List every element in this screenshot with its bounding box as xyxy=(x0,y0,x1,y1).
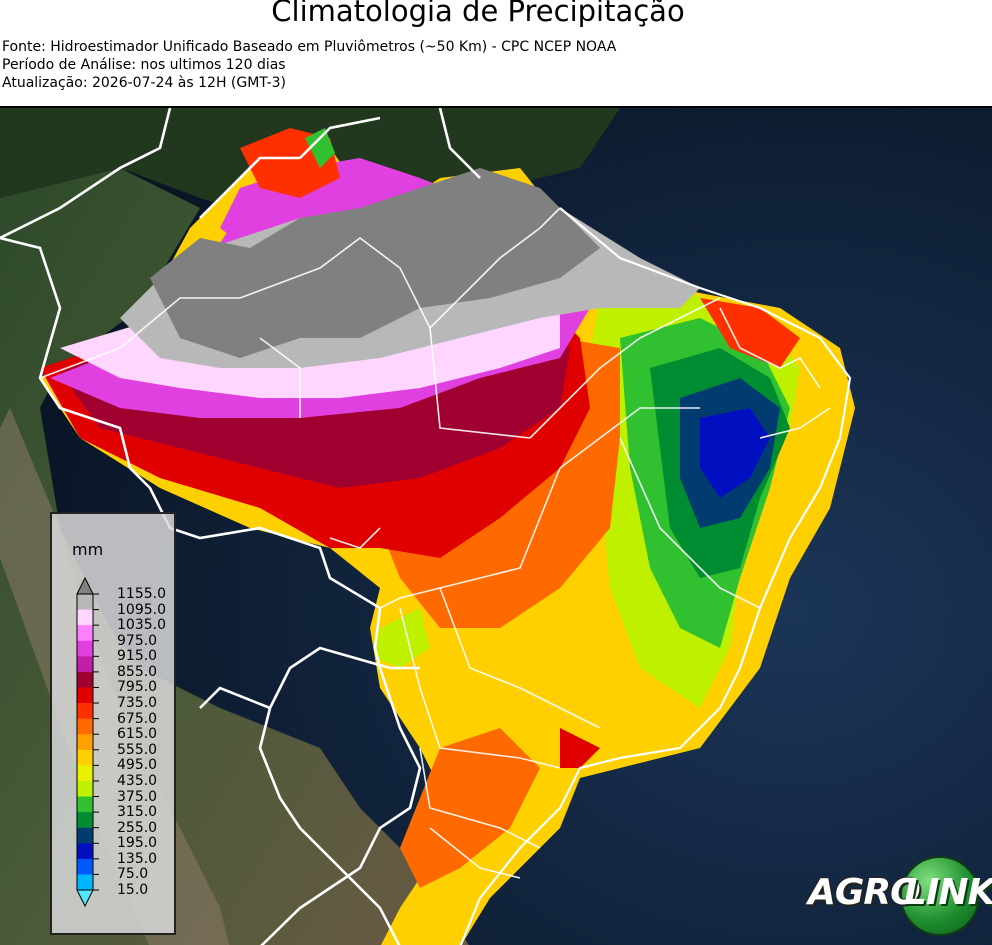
colorbar-tick-label: 15.0 xyxy=(117,882,149,898)
colorbar-tick-label: 1035.0 xyxy=(117,617,166,634)
colorbar-tick-label: 855.0 xyxy=(117,663,158,680)
colorbar-band xyxy=(77,671,93,688)
colorbar-band xyxy=(77,749,93,766)
colorbar-tick-label: 435.0 xyxy=(117,772,158,789)
map-title: Climatologia de Precipitação xyxy=(271,0,685,28)
colorbar-legend: mm 1155.0 1095.0 1035.0 975.0 915.0 855.0 795.… xyxy=(50,512,176,935)
colorbar-band xyxy=(77,718,93,735)
colorbar-tick-label: 555.0 xyxy=(117,741,158,758)
colorbar-tick-label: 615.0 xyxy=(117,726,158,743)
colorbar-band xyxy=(77,827,93,844)
colorbar-band xyxy=(77,703,93,720)
colorbar-tick-label: 135.0 xyxy=(117,850,158,867)
period-line: Período de Análise: nos ultimos 120 dias xyxy=(2,57,286,73)
country-borders xyxy=(0,108,481,945)
colorbar-band xyxy=(77,812,93,829)
colorbar-tick-label: 315.0 xyxy=(117,804,158,821)
colorbar-band xyxy=(77,687,93,704)
colorbar-tick-label: 795.0 xyxy=(117,679,158,696)
source-line: Fonte: Hidroestimador Unificado Baseado … xyxy=(2,39,617,55)
colorbar xyxy=(76,576,99,908)
colorbar-frame xyxy=(76,593,94,891)
colorbar-tick-label: 75.0 xyxy=(117,866,149,883)
colorbar-top-arrow xyxy=(76,576,94,595)
colorbar-band xyxy=(77,858,93,875)
colorbar-band xyxy=(77,656,93,673)
colorbar-band xyxy=(77,625,93,642)
colorbar-tick-label: 675.0 xyxy=(117,710,158,727)
precip-field xyxy=(40,128,855,945)
colorbar-tick-label: 1155.0 xyxy=(117,586,166,602)
legend-unit: mm xyxy=(72,540,104,559)
colorbar-band xyxy=(77,765,93,782)
colorbar-tick-label: 1095.0 xyxy=(117,601,166,618)
state-borders xyxy=(39,207,831,879)
logo-globe-icon xyxy=(900,856,980,936)
colorbar-band xyxy=(77,640,93,657)
logo-text-link: LINK xyxy=(904,872,992,913)
colorbar-band xyxy=(77,874,93,891)
colorbar-band xyxy=(77,594,93,611)
colorbar-band xyxy=(77,796,93,813)
colorbar-band xyxy=(77,780,93,798)
logo-text-agro: AGRO xyxy=(808,872,921,913)
colorbar-band xyxy=(77,734,93,751)
colorbar-band xyxy=(77,609,93,626)
updated-line: Atualização: 2026-07-24 às 12H (GMT-3) xyxy=(2,75,286,91)
colorbar-tick-label: 735.0 xyxy=(117,695,158,712)
coastline xyxy=(459,207,852,945)
colorbar-tick-label: 975.0 xyxy=(117,632,158,649)
colorbar-tick-label: 195.0 xyxy=(117,835,158,852)
colorbar-tick-label: 375.0 xyxy=(117,788,158,805)
precipitation-map: mm 1155.0 1095.0 1035.0 975.0 915.0 855.0 795.… xyxy=(0,106,992,945)
colorbar-tick-label: 915.0 xyxy=(117,648,158,665)
colorbar-band xyxy=(77,843,93,860)
agrolink-logo: AGRO LINK xyxy=(806,854,992,940)
colorbar-tick-label: 255.0 xyxy=(117,819,158,836)
colorbar-tick-label: 495.0 xyxy=(117,757,158,774)
colorbar-bottom-arrow xyxy=(76,889,94,908)
